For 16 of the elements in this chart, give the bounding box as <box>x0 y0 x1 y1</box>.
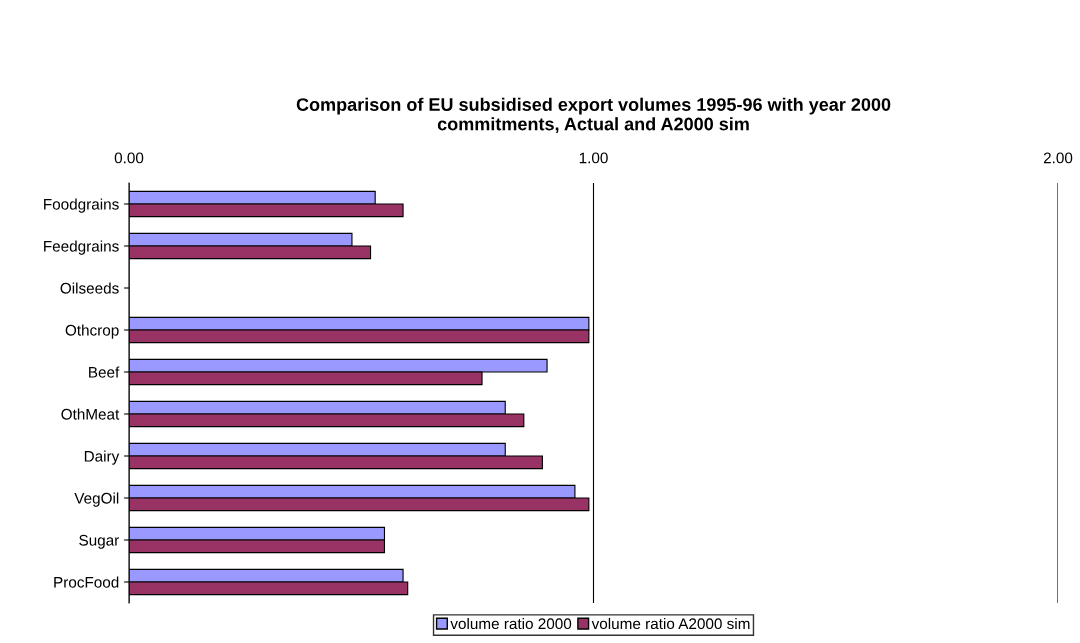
legend-label: volume ratio A2000 sim <box>591 617 750 630</box>
y-tick-label: ProcFood <box>54 576 119 588</box>
y-tick-label: Othcrop <box>65 324 119 339</box>
y-tick-label: Foodgrains <box>44 198 119 213</box>
y-tick-label: Oilseeds <box>60 282 119 294</box>
y-tick-label: OthMeat <box>61 408 120 420</box>
legend-label: volume ratio 2000 <box>450 617 572 630</box>
x-tick-label: 1.00 <box>579 152 608 164</box>
y-tick-label: Dairy <box>84 450 120 465</box>
x-tick-label: 0.00 <box>114 152 144 164</box>
y-tick-label: Feedgrains <box>44 240 119 255</box>
y-tick-label: Sugar <box>79 534 120 549</box>
y-tick-label: Beef <box>89 366 120 378</box>
chart-title: Comparison of EU subsidised export volumes 1995-96 with year 2000 commitments, Actual and A2000 sim <box>296 97 891 134</box>
x-tick-label: 2.00 <box>1043 152 1073 164</box>
y-tick-label: VegOil <box>74 492 119 507</box>
